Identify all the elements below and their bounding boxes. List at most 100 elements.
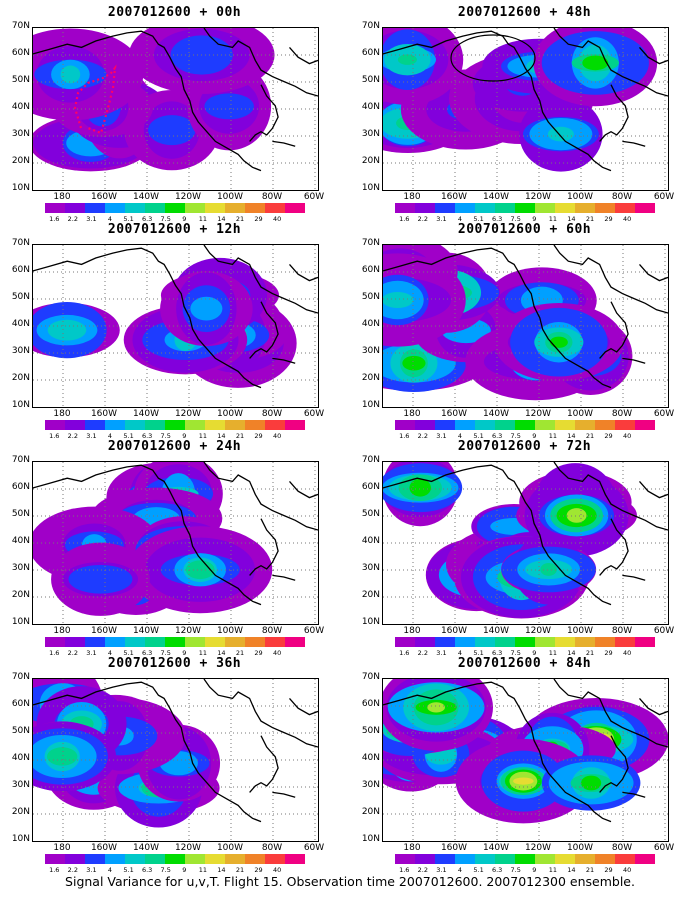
colorbar-swatch xyxy=(515,854,535,864)
longitude-label: 160W xyxy=(440,192,468,202)
variance-contour xyxy=(185,560,215,580)
colorbar xyxy=(395,203,655,213)
latitude-label: 50N xyxy=(361,75,380,85)
longitude-label: 120W xyxy=(524,626,552,636)
coastline xyxy=(383,464,612,606)
colorbar-labels: 1.6 2.2 3.1 4 5.1 6.3 7.5 9 11 14 21 29 40 xyxy=(45,866,305,876)
longitude-label: 140W xyxy=(132,192,160,202)
colorbar-swatch xyxy=(105,854,125,864)
coastline xyxy=(383,247,612,389)
latitude-label: 20N xyxy=(361,373,380,383)
latitude-label: 30N xyxy=(11,129,30,139)
coastline xyxy=(599,84,629,142)
colorbar-swatch xyxy=(105,420,125,430)
colorbar xyxy=(45,420,305,430)
longitude-label: 160W xyxy=(440,626,468,636)
colorbar-level-label: 29 xyxy=(604,649,613,657)
longitude-label: 100W xyxy=(216,843,244,853)
colorbar-level-label: 5.1 xyxy=(473,215,484,223)
colorbar-level-label: 21 xyxy=(585,432,595,440)
longitude-label: 140W xyxy=(482,192,510,202)
colorbar-labels: 1.6 2.2 3.1 4 5.1 6.3 7.5 9 11 14 21 29 40 xyxy=(45,649,305,659)
map-plot-area xyxy=(382,461,669,625)
colorbar-swatch xyxy=(595,854,615,864)
latitude-label: 70N xyxy=(361,672,380,682)
longitude-label: 60W xyxy=(653,409,675,419)
colorbar-swatch xyxy=(45,637,65,647)
colorbar-swatch xyxy=(455,637,475,647)
colorbar-swatch xyxy=(165,637,185,647)
colorbar-swatch xyxy=(635,854,655,864)
colorbar-level-label: 5.1 xyxy=(123,215,134,223)
colorbar-swatch xyxy=(185,203,205,213)
longitude-label: 160W xyxy=(440,843,468,853)
colorbar-swatch xyxy=(265,637,285,647)
latitude-label: 60N xyxy=(11,265,30,275)
colorbar-level-label: 3.1 xyxy=(436,215,447,223)
latitude-label: 60N xyxy=(361,48,380,58)
colorbar-level-label: 7.5 xyxy=(160,215,171,223)
colorbar-level-label: 5.1 xyxy=(123,432,134,440)
colorbar-level-label: 6.3 xyxy=(141,215,153,223)
variance-contour xyxy=(46,747,78,766)
variance-contour xyxy=(427,702,445,713)
colorbar-level-label: 9 xyxy=(182,215,187,223)
longitude-label: 60W xyxy=(303,192,325,202)
colorbar xyxy=(395,854,655,864)
coastline xyxy=(203,462,318,531)
latitude-label: 10N xyxy=(361,617,380,627)
coastline xyxy=(639,480,668,499)
map-panel: 2007012600 + 72h 70N 60N 50N 40N 30N 20N 10N 180… xyxy=(350,439,695,657)
longitude-label: 120W xyxy=(174,626,202,636)
colorbar-level-label: 21 xyxy=(235,432,245,440)
latitude-label: 30N xyxy=(11,346,30,356)
coastline xyxy=(599,518,629,576)
colorbar-swatch xyxy=(105,637,125,647)
variance-contour xyxy=(547,126,574,142)
colorbar-swatch xyxy=(575,854,595,864)
colorbar-level-label: 1.6 xyxy=(49,649,60,657)
colorbar-swatch xyxy=(265,854,285,864)
coastline xyxy=(639,263,668,282)
longitude-label: 180 xyxy=(403,626,421,636)
longitude-label: 120W xyxy=(174,192,202,202)
colorbar-level-label: 6.3 xyxy=(141,649,153,657)
colorbar-swatch xyxy=(225,637,245,647)
coastline xyxy=(383,681,612,823)
colorbar-level-label: 11 xyxy=(198,215,207,223)
colorbar-level-label: 6.3 xyxy=(491,215,503,223)
colorbar-swatch xyxy=(185,854,205,864)
colorbar-level-label: 9 xyxy=(532,649,537,657)
colorbar-swatch xyxy=(595,420,615,430)
colorbar-swatch xyxy=(415,420,435,430)
latitude-label: 60N xyxy=(361,699,380,709)
colorbar-swatch xyxy=(475,854,495,864)
colorbar-swatch xyxy=(125,420,145,430)
colorbar-swatch xyxy=(165,420,185,430)
colorbar-level-label: 1.6 xyxy=(399,649,410,657)
longitude-label: 80W xyxy=(611,409,633,419)
colorbar-swatch xyxy=(285,854,305,864)
latitude-label: 20N xyxy=(361,590,380,600)
colorbar-swatch xyxy=(415,203,435,213)
colorbar-level-label: 2.2 xyxy=(417,866,429,874)
latitude-label: 60N xyxy=(361,265,380,275)
longitude-label: 120W xyxy=(174,409,202,419)
coastline xyxy=(33,30,262,172)
longitude-label: 120W xyxy=(174,843,202,853)
latitude-label: 50N xyxy=(11,726,30,736)
colorbar-swatch xyxy=(225,203,245,213)
colorbar-swatch xyxy=(145,420,165,430)
colorbar-swatch xyxy=(185,637,205,647)
colorbar-level-label: 4 xyxy=(457,866,463,874)
colorbar-swatch xyxy=(205,637,225,647)
coastline xyxy=(639,697,668,716)
colorbar-level-label: 9 xyxy=(532,866,537,874)
colorbar-swatch xyxy=(285,420,305,430)
coastline xyxy=(203,28,318,97)
coastline xyxy=(249,301,279,359)
colorbar-swatch xyxy=(65,854,85,864)
variance-contour xyxy=(566,508,587,523)
colorbar-level-label: 21 xyxy=(235,649,245,657)
colorbar-level-label: 40 xyxy=(273,649,282,657)
